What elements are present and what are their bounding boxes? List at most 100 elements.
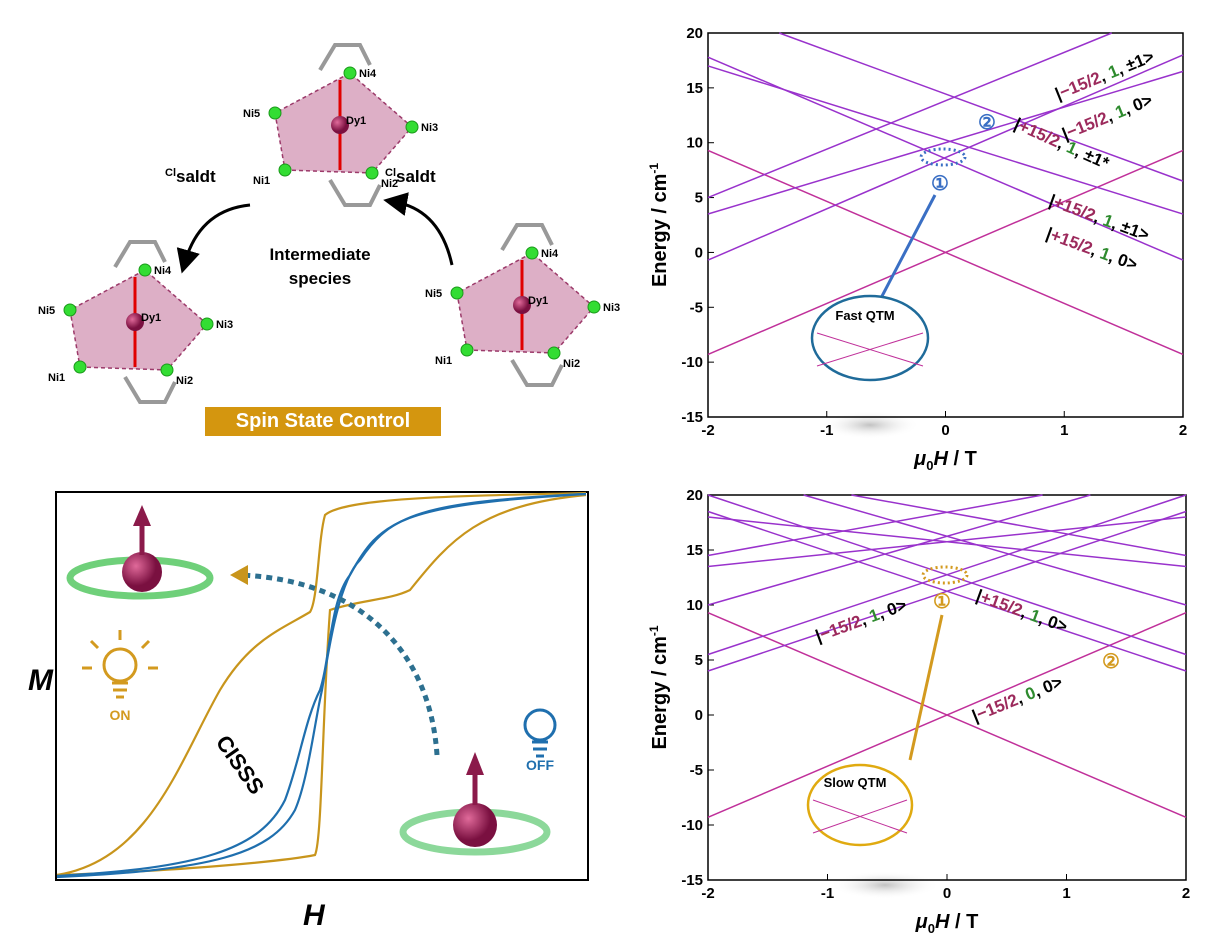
y-tick-label: 5 xyxy=(695,190,703,207)
atom-label: Ni3 xyxy=(421,122,438,134)
y-tick-label: 20 xyxy=(686,487,703,504)
reaction-arrow xyxy=(383,192,454,266)
state-label: |−15/2, 1, 0> xyxy=(1059,90,1155,143)
inset-label: Fast QTM xyxy=(835,308,894,323)
spin-arrow xyxy=(133,505,151,526)
plot-frame xyxy=(707,494,1187,881)
atom-label: Ni3 xyxy=(603,302,620,314)
line xyxy=(707,70,1184,215)
x-label-part: 0 xyxy=(926,458,933,473)
state-part: | xyxy=(1047,191,1058,210)
x-label-part: / T xyxy=(949,911,978,933)
x-tick-label: -2 xyxy=(701,885,714,902)
x-axis-label: μ0H / T xyxy=(913,448,977,473)
ligand xyxy=(500,223,564,387)
line xyxy=(707,32,1113,199)
bulb-off xyxy=(523,708,557,758)
y-tick-label: -15 xyxy=(681,872,703,889)
line xyxy=(707,510,1187,672)
x-label-part: μ xyxy=(913,448,926,470)
state-part: | xyxy=(969,706,981,725)
line xyxy=(707,612,1187,818)
banner xyxy=(205,407,441,436)
ni-atom xyxy=(587,300,601,314)
x-label-part: H xyxy=(933,448,948,470)
ni-atom xyxy=(450,286,464,300)
state-part: | xyxy=(813,626,824,645)
y-tick-label: 0 xyxy=(695,707,703,724)
atom-label: Ni2 xyxy=(563,358,580,370)
x-label-part: H xyxy=(935,911,950,933)
ni-atom xyxy=(160,363,174,377)
state-part: , ±1> xyxy=(1109,214,1151,245)
marker: ① xyxy=(933,591,951,613)
dy-atom xyxy=(126,313,144,331)
ni-atom xyxy=(63,303,77,317)
x-tick-label: -1 xyxy=(821,885,834,902)
state-part: | xyxy=(1044,224,1055,243)
y-tick-label: -15 xyxy=(681,409,703,426)
y-axis-label: Energy / cm-1 xyxy=(647,625,671,749)
atom-label: Ni4 xyxy=(359,68,377,80)
y-tick-label: 20 xyxy=(686,25,703,42)
ni-atom xyxy=(138,263,152,277)
marker: ② xyxy=(978,112,996,134)
state-part: , ±1> xyxy=(1114,47,1157,79)
line xyxy=(803,494,1187,606)
y-tick-label: -10 xyxy=(681,354,703,371)
ni-atom xyxy=(73,360,87,374)
atom-label: Dy1 xyxy=(141,312,161,324)
ni-atom xyxy=(278,163,292,177)
curve xyxy=(56,491,587,877)
atom-label: Ni2 xyxy=(381,178,398,190)
crossing-marker xyxy=(921,565,969,585)
ni-atom xyxy=(460,343,474,357)
y-axis-label: Energy / cm-1 xyxy=(647,163,671,287)
state-part: , 0> xyxy=(876,595,910,623)
off-label: OFF xyxy=(526,757,554,773)
curve xyxy=(56,493,587,877)
crossing-marker xyxy=(919,147,967,167)
x-label-part: / T xyxy=(948,448,977,470)
banner-text: Spin State Control xyxy=(236,410,410,432)
ligand xyxy=(113,240,177,404)
pointer xyxy=(908,614,944,761)
ni-atom xyxy=(200,317,214,331)
atom-label: Ni5 xyxy=(425,288,442,300)
line xyxy=(851,494,1187,557)
atom-label: Ni1 xyxy=(253,175,270,187)
line xyxy=(707,54,1184,261)
state-part: , ±1* xyxy=(1072,141,1112,173)
y-tick-label: 15 xyxy=(686,80,703,97)
y-tick-label: 0 xyxy=(695,244,703,261)
intermediate-label: Intermediate xyxy=(269,245,370,264)
line xyxy=(707,516,1187,568)
on-label: ON xyxy=(110,707,131,723)
inset-lines xyxy=(816,332,924,367)
state-part: | xyxy=(974,586,985,605)
pointer xyxy=(878,194,937,301)
y-tick-label: 10 xyxy=(686,597,703,614)
intermediate-label: species xyxy=(289,269,351,288)
ligand-label: Clsaldt xyxy=(165,167,216,186)
y-tick-label: 15 xyxy=(686,542,703,559)
y-label-part: -1 xyxy=(647,625,661,636)
y-tick-label: 10 xyxy=(686,135,703,152)
ni-atom xyxy=(405,120,419,134)
x-tick-label: 0 xyxy=(941,422,949,439)
atom-label: Ni2 xyxy=(176,375,193,387)
ni-atom xyxy=(268,106,282,120)
ligand xyxy=(318,43,382,207)
state-part: +15/2 xyxy=(1048,226,1095,259)
ni-atom xyxy=(343,66,357,80)
x-tick-label: 0 xyxy=(943,885,951,902)
axis-label: H xyxy=(303,899,326,932)
x-tick-label: 2 xyxy=(1182,885,1190,902)
x-tick-label: 1 xyxy=(1062,885,1070,902)
ni-atom xyxy=(365,166,379,180)
state-part: | xyxy=(1059,124,1071,143)
x-axis-label: μ0H / T xyxy=(915,911,979,936)
y-tick-label: 5 xyxy=(695,652,703,669)
arrow-head xyxy=(230,565,248,585)
atom-label: Ni3 xyxy=(216,319,233,331)
